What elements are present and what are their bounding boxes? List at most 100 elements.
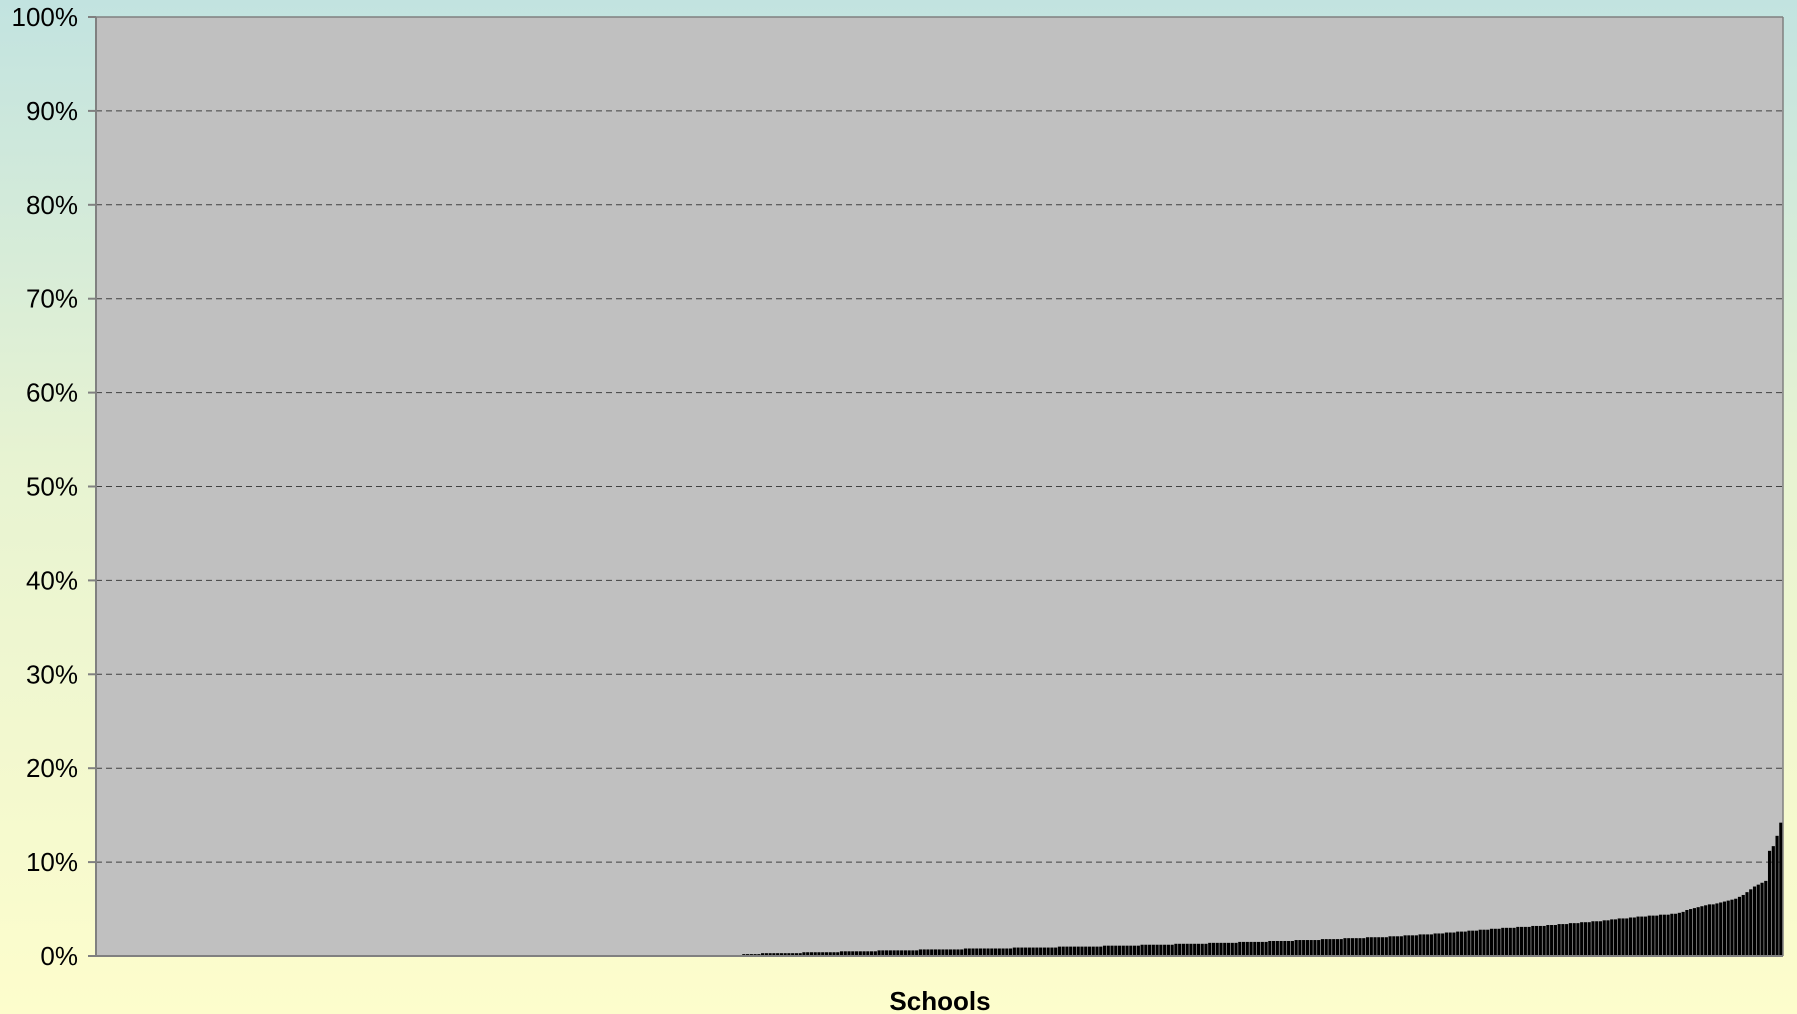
bar [1189,943,1193,956]
bar [1396,936,1400,956]
y-tick-label: 90% [26,96,78,126]
bar [1287,940,1291,956]
bar [997,948,1001,956]
bar [1617,918,1621,956]
y-tick-label: 70% [26,284,78,314]
bar [1523,926,1527,956]
bar [824,952,829,956]
bar [1444,932,1449,956]
bar [1133,945,1137,956]
bar [1226,942,1231,956]
bar [1012,947,1016,956]
bar [794,953,799,956]
bar [1136,945,1140,956]
bar [1767,850,1772,956]
bar [1471,930,1475,956]
bar [1309,940,1313,956]
bar [1328,939,1332,956]
bar [847,951,851,956]
bar [896,950,900,956]
bar [1238,941,1242,956]
bar [1704,905,1708,956]
bar [933,949,938,956]
bar [900,950,904,956]
bar [1734,898,1738,956]
bar [1275,940,1279,956]
bar [993,948,998,956]
bar [877,950,881,956]
bar [1602,920,1606,956]
bar [1561,924,1565,956]
bar [1749,889,1753,956]
bar [836,952,840,956]
bar [1456,931,1460,956]
bar [915,950,919,956]
bar [1042,947,1046,956]
bar [1121,945,1125,956]
bar [1317,940,1321,956]
bar [866,951,870,956]
bar [1474,930,1479,956]
bar [1174,943,1178,956]
bar [768,953,772,956]
bar [1580,922,1584,956]
bar [1632,917,1636,956]
bar [1305,940,1309,956]
bar [982,948,986,956]
bar [1234,942,1238,956]
bar [1170,944,1174,956]
bar [1674,913,1678,956]
bar [903,950,907,956]
bar [967,948,971,956]
bar [1343,938,1347,956]
bar [1437,933,1441,956]
bar [764,953,768,956]
y-tick-label: 60% [26,378,78,408]
bar [1016,947,1020,956]
bar [798,953,802,956]
bar [1099,946,1103,956]
bar [1519,926,1524,956]
bar [956,949,960,956]
bar [1279,940,1283,956]
bar [1598,921,1603,956]
bar [1587,922,1591,956]
bar [1272,940,1276,956]
bar [1636,916,1640,956]
bar [1084,946,1088,956]
bar [1380,937,1385,956]
bar [1659,914,1663,956]
bar [1020,947,1024,956]
bar [1700,906,1704,956]
bar [1527,926,1531,956]
bar [1550,925,1554,956]
bar [1501,927,1505,956]
bar [971,948,975,956]
bar [1219,942,1223,956]
bar [813,952,817,956]
bar [952,949,956,956]
bar [930,949,934,956]
x-axis-title: Schools [889,986,990,1014]
bar [817,952,821,956]
bar [1369,937,1373,956]
bar [1362,938,1366,956]
bar [1061,946,1065,956]
bar [1102,945,1107,956]
bar [1647,915,1651,956]
bar [885,950,889,956]
bar [1426,934,1430,956]
bar [1531,925,1535,956]
bar [1565,924,1569,956]
bar [1290,940,1294,956]
bar [1283,940,1287,956]
bar [1711,904,1715,956]
bar [1689,909,1693,956]
bar [851,951,855,956]
bar [1069,946,1073,956]
bar [1196,943,1201,956]
bar [1715,903,1719,956]
bar [858,951,862,956]
bar [802,952,806,956]
